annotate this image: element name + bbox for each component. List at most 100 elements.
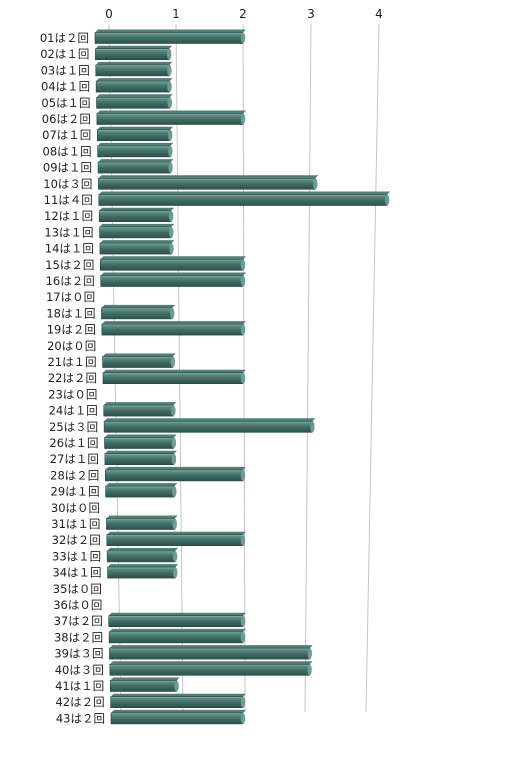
x-tick-label: 4 bbox=[375, 7, 383, 21]
bar-front-face bbox=[104, 469, 244, 482]
bar-end-cap bbox=[167, 64, 172, 76]
bar-top-face bbox=[109, 645, 313, 649]
bar-top-face bbox=[102, 353, 176, 357]
bars bbox=[94, 29, 391, 725]
category-label: 20は０回 bbox=[47, 339, 96, 353]
bar-end-cap bbox=[240, 275, 246, 287]
bar-front-face bbox=[110, 712, 244, 725]
bar-end-cap bbox=[171, 405, 176, 417]
bar-end-cap bbox=[310, 421, 315, 433]
bar-top-face bbox=[107, 547, 179, 551]
bar-front-face bbox=[108, 615, 244, 628]
bar-top-face bbox=[106, 515, 178, 519]
category-label: 22は２回 bbox=[48, 371, 97, 385]
bar-front-face bbox=[107, 566, 176, 579]
category-label: 38は２回 bbox=[54, 630, 103, 644]
bar bbox=[96, 110, 247, 125]
bar-front-face bbox=[98, 178, 316, 190]
bar-front-face bbox=[96, 129, 171, 141]
bar-end-cap bbox=[240, 113, 246, 125]
gridlines bbox=[108, 23, 380, 713]
category-label: 18は１回 bbox=[46, 306, 95, 320]
bar-top-face bbox=[96, 78, 173, 82]
bar-end-cap bbox=[240, 712, 246, 724]
bar bbox=[103, 418, 316, 433]
bar-top-face bbox=[109, 628, 246, 632]
bar bbox=[98, 191, 391, 206]
bar-front-face bbox=[96, 97, 171, 109]
bar bbox=[105, 483, 178, 498]
bar-top-face bbox=[95, 29, 246, 33]
x-tick-label: 0 bbox=[105, 7, 113, 21]
bar bbox=[94, 29, 246, 44]
bar-top-face bbox=[98, 175, 319, 179]
bar-end-cap bbox=[307, 648, 312, 660]
bar-front-face bbox=[102, 372, 244, 385]
bar bbox=[104, 434, 177, 449]
bar-front-face bbox=[109, 663, 310, 676]
category-label: 06は２回 bbox=[42, 112, 91, 126]
bar bbox=[96, 126, 174, 141]
bar-front-face bbox=[95, 48, 170, 61]
bar-end-cap bbox=[171, 437, 176, 449]
bar-front-face bbox=[109, 680, 177, 692]
bar-top-face bbox=[97, 126, 174, 130]
category-label: 19は２回 bbox=[47, 323, 96, 337]
bar-front-face bbox=[105, 485, 175, 498]
category-label: 15は２回 bbox=[45, 258, 94, 272]
bar-front-face bbox=[96, 113, 244, 125]
category-labels: 01は２回 02は１回 03は１回 04は１回 05は１回 06は２回 07は１回 08は１回… bbox=[40, 31, 105, 725]
bar-end-cap bbox=[174, 680, 179, 692]
category-label: 09は１回 bbox=[43, 161, 92, 175]
bar-front-face bbox=[109, 647, 311, 660]
bar-end-cap bbox=[168, 210, 174, 222]
bar bbox=[97, 159, 174, 174]
category-label: 43は２回 bbox=[56, 711, 105, 725]
bar-front-face bbox=[104, 437, 175, 449]
bar-front-face bbox=[98, 194, 388, 206]
bar-front-face bbox=[99, 226, 172, 239]
category-label: 02は１回 bbox=[40, 47, 89, 61]
bar bbox=[96, 94, 173, 109]
bar-top-face bbox=[104, 450, 177, 454]
category-label: 13は１回 bbox=[44, 225, 93, 239]
bar-front-face bbox=[97, 145, 171, 158]
category-label: 05は１回 bbox=[41, 96, 90, 110]
bar-end-cap bbox=[240, 372, 246, 384]
bar-front-face bbox=[106, 518, 176, 530]
bar bbox=[106, 547, 179, 563]
bar-front-face bbox=[95, 64, 170, 77]
category-label: 29は１回 bbox=[51, 485, 100, 499]
category-label: 03は１回 bbox=[41, 63, 90, 77]
category-label: 40は３回 bbox=[55, 663, 104, 677]
bar-front-face bbox=[104, 453, 175, 466]
bar-end-cap bbox=[173, 567, 178, 579]
bar-front-face bbox=[110, 696, 244, 709]
category-label: 34は１回 bbox=[52, 566, 101, 580]
bar-top-face bbox=[105, 466, 247, 470]
bar-top-face bbox=[96, 110, 247, 114]
bar bbox=[106, 531, 246, 547]
bar bbox=[108, 612, 246, 628]
category-label: 17は０回 bbox=[46, 290, 95, 304]
bar-top-face bbox=[104, 434, 177, 438]
category-label: 04は１回 bbox=[41, 80, 90, 94]
bar bbox=[104, 450, 177, 466]
bar-end-cap bbox=[240, 32, 246, 44]
bar-top-face bbox=[99, 240, 175, 244]
category-label: 28は２回 bbox=[50, 468, 99, 482]
gridline-2 bbox=[242, 23, 246, 713]
category-label: 39は３回 bbox=[54, 647, 103, 661]
bar-top-face bbox=[95, 45, 173, 49]
bar-end-cap bbox=[168, 145, 173, 157]
bar-front-face bbox=[100, 258, 244, 271]
bar bbox=[109, 645, 313, 660]
category-label: 37は２回 bbox=[54, 614, 103, 628]
bar-front-face bbox=[101, 323, 244, 336]
category-label: 36は０回 bbox=[53, 598, 102, 612]
bar-end-cap bbox=[172, 486, 177, 498]
category-label: 30は０回 bbox=[51, 501, 100, 515]
bar-top-face bbox=[101, 304, 176, 308]
bar-top-face bbox=[99, 207, 175, 211]
